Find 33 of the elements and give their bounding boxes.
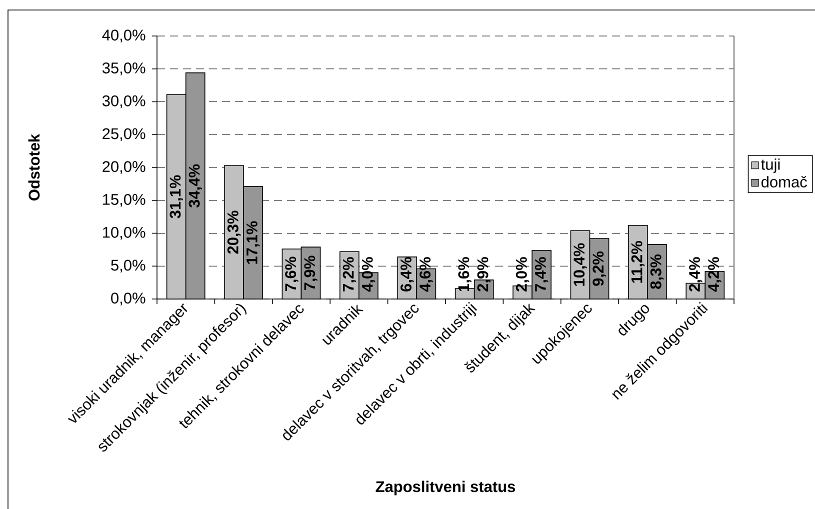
data-label: 7,9% [304, 256, 318, 290]
y-tick-label: 30,0% [102, 95, 146, 108]
data-label: 20,3% [227, 210, 241, 254]
data-label: 11,2% [631, 241, 645, 283]
data-label: 34,4% [188, 164, 202, 208]
data-label: 2,9% [477, 257, 490, 292]
data-label: 4,6% [420, 257, 433, 292]
data-label: 7,6% [285, 256, 298, 292]
data-label: 10,4% [574, 243, 587, 286]
y-tick-label: 20,0% [102, 161, 146, 174]
data-label: 2,0% [516, 257, 530, 292]
y-tick-label: 15,0% [103, 194, 146, 207]
data-label: 7,2% [342, 257, 356, 292]
data-label: 2,4% [689, 257, 702, 292]
legend-label: tuji [761, 158, 780, 173]
y-tick-label: 25,0% [102, 128, 146, 142]
data-label: 4,2% [708, 257, 722, 292]
data-label: 6,4% [400, 257, 414, 292]
data-label: 31,1% [170, 175, 183, 218]
y-tick-label: 10,0% [103, 226, 146, 240]
data-label: 4,0% [362, 257, 376, 292]
x-axis-title: Zaposlitveni status [376, 480, 516, 496]
y-tick-label: 0,0% [111, 292, 146, 306]
y-tick-label: 5,0% [111, 260, 146, 273]
data-label: 9,2% [592, 252, 606, 286]
legend-label: domač [762, 176, 807, 188]
y-axis-title: Odstotek [28, 134, 40, 200]
y-tick-label: 35,0% [102, 62, 146, 76]
data-label: 8,3% [650, 254, 664, 289]
data-label: 17,1% [246, 221, 260, 264]
data-label: 7,4% [534, 257, 548, 292]
y-tick-label: 40,0% [102, 30, 146, 42]
data-label: 1,6% [458, 257, 472, 292]
